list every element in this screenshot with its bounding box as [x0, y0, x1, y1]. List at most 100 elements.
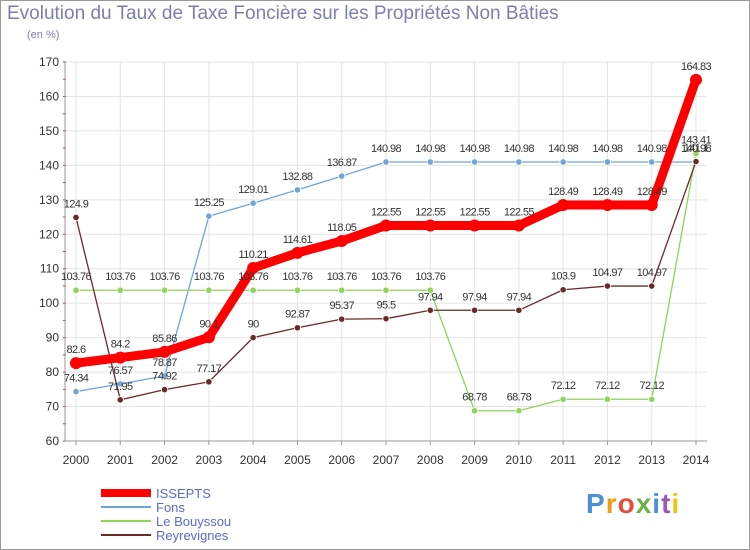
- x-tick-label: 2007: [373, 453, 400, 467]
- x-tick-label: 2001: [107, 453, 134, 467]
- data-label: 103.76: [238, 271, 269, 283]
- x-tick-label: 2013: [638, 453, 665, 467]
- data-point: [293, 186, 302, 194]
- data-point: [559, 286, 567, 294]
- chart-subtitle: (en %): [27, 29, 60, 41]
- x-tick-label: 2011: [550, 453, 576, 467]
- logo-letter: i: [652, 488, 662, 519]
- data-point: [205, 286, 213, 294]
- data-label: 122.55: [415, 206, 446, 218]
- data-label: 103.76: [415, 271, 446, 283]
- y-tick-label: 160: [39, 89, 59, 103]
- data-point: [470, 158, 479, 166]
- data-point: [382, 286, 390, 294]
- x-tick-label: 2004: [240, 453, 267, 467]
- data-point: [160, 286, 169, 294]
- y-tick-label: 150: [39, 124, 59, 138]
- data-label: 122.55: [460, 206, 491, 218]
- y-tick-label: 80: [46, 365, 60, 379]
- data-point: [158, 345, 171, 358]
- data-point: [380, 219, 392, 232]
- x-tick-label: 2008: [417, 453, 444, 467]
- data-point: [338, 286, 346, 294]
- legend-label: Fons: [156, 500, 185, 515]
- data-label: 104.97: [637, 267, 668, 279]
- data-point: [426, 286, 434, 294]
- data-point: [692, 157, 700, 166]
- x-tick-label: 2003: [196, 453, 223, 467]
- data-point: [470, 407, 479, 415]
- y-tick-label: 120: [39, 227, 59, 241]
- data-label: 136.87: [327, 157, 358, 169]
- data-label: 140.98: [504, 143, 535, 155]
- data-label: 103.76: [194, 271, 225, 283]
- data-label: 103.76: [61, 271, 92, 283]
- data-point: [70, 357, 82, 370]
- data-label: 140.98: [637, 143, 668, 155]
- data-point: [515, 306, 523, 314]
- data-point: [603, 158, 612, 166]
- data-point: [559, 158, 567, 166]
- data-point: [515, 407, 523, 415]
- data-label: 71.95: [108, 381, 133, 393]
- logo-letter: r: [605, 488, 618, 519]
- logo-letter: P: [586, 488, 606, 519]
- data-point: [645, 199, 658, 212]
- data-point: [426, 158, 434, 166]
- data-label: 72.12: [639, 380, 664, 392]
- data-label: 103.76: [371, 271, 402, 283]
- data-label: 132.88: [282, 171, 313, 183]
- data-point: [648, 395, 656, 403]
- data-label: 103.76: [150, 271, 181, 283]
- data-point: [648, 282, 656, 290]
- data-label: 97.94: [418, 291, 443, 303]
- data-point: [557, 199, 570, 212]
- data-point: [293, 286, 302, 294]
- data-label: 74.34: [64, 373, 89, 385]
- data-point: [160, 385, 169, 394]
- data-point: [335, 234, 348, 247]
- y-tick-label: 60: [46, 434, 60, 448]
- data-point: [249, 286, 257, 294]
- data-point: [338, 172, 346, 180]
- data-label: 76.57: [108, 365, 133, 377]
- data-point: [72, 286, 80, 294]
- data-point: [426, 306, 434, 314]
- data-point: [470, 306, 479, 314]
- data-point: [293, 324, 302, 332]
- data-point: [72, 387, 80, 396]
- data-label: 82.6: [66, 344, 85, 356]
- data-label: 68.78: [462, 392, 487, 404]
- data-label: 78.87: [152, 357, 177, 369]
- data-point: [291, 246, 304, 259]
- data-label: 141.1: [684, 143, 709, 155]
- data-label: 140.98: [371, 143, 402, 155]
- data-label: 68.78: [507, 392, 532, 404]
- data-label: 92.87: [285, 309, 310, 321]
- data-label: 140.98: [548, 143, 579, 155]
- logo-letter: t: [661, 488, 672, 519]
- x-tick-label: 2010: [506, 453, 533, 467]
- data-label: 72.12: [595, 380, 620, 392]
- data-label: 140.98: [460, 143, 491, 155]
- data-label: 114.61: [283, 234, 313, 246]
- data-point: [468, 219, 481, 232]
- data-label: 74.92: [152, 371, 177, 383]
- y-tick-label: 70: [46, 400, 60, 414]
- data-label: 84.2: [111, 339, 130, 351]
- data-label: 143.41: [681, 135, 712, 147]
- y-tick-label: 130: [39, 193, 59, 207]
- logo-letter: i: [671, 488, 681, 519]
- data-point: [382, 315, 390, 323]
- data-point: [648, 158, 656, 166]
- data-point: [512, 219, 525, 232]
- data-label: 90: [248, 319, 260, 331]
- chart-title: Evolution du Taux de Taxe Foncière sur l…: [7, 3, 559, 24]
- data-label: 128.49: [548, 186, 579, 198]
- data-label: 140.98: [415, 143, 446, 155]
- data-label: 140.98: [592, 143, 623, 155]
- data-label: 85.86: [152, 333, 177, 345]
- data-point: [515, 158, 523, 166]
